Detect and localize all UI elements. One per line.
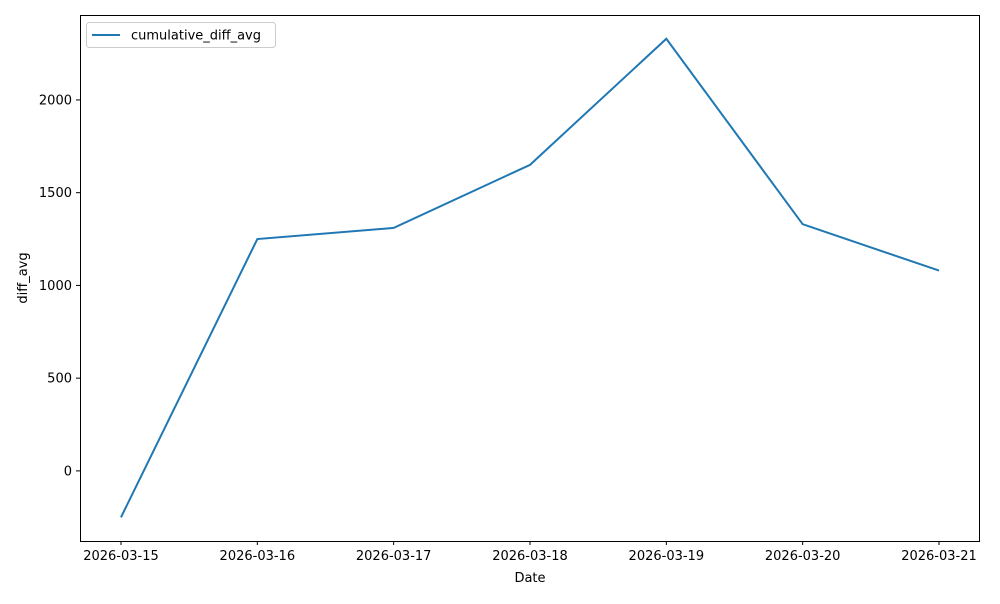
x-tick-label: 2026-03-16 bbox=[220, 549, 296, 564]
plot-frame bbox=[80, 15, 980, 542]
y-tick-label: 1000 bbox=[39, 279, 72, 294]
y-tick-label: 1500 bbox=[39, 186, 72, 201]
y-tick-label: 2000 bbox=[39, 93, 72, 108]
legend: cumulative_diff_avg bbox=[86, 22, 276, 48]
x-tick-label: 2026-03-18 bbox=[492, 549, 568, 564]
x-tick-label: 2026-03-21 bbox=[901, 549, 977, 564]
y-tick-label: 0 bbox=[64, 464, 72, 479]
y-tick-label: 500 bbox=[47, 372, 72, 387]
x-tick-label: 2026-03-17 bbox=[356, 549, 432, 564]
x-tick-label: 2026-03-19 bbox=[629, 549, 705, 564]
x-tick-label: 2026-03-20 bbox=[765, 549, 841, 564]
x-tick-label: 2026-03-15 bbox=[83, 549, 159, 564]
y-axis-label: diff_avg bbox=[16, 252, 31, 303]
legend-label: cumulative_diff_avg bbox=[131, 29, 261, 44]
x-axis-label: Date bbox=[514, 571, 545, 586]
series-line bbox=[120, 37, 940, 518]
legend-box bbox=[86, 22, 276, 48]
